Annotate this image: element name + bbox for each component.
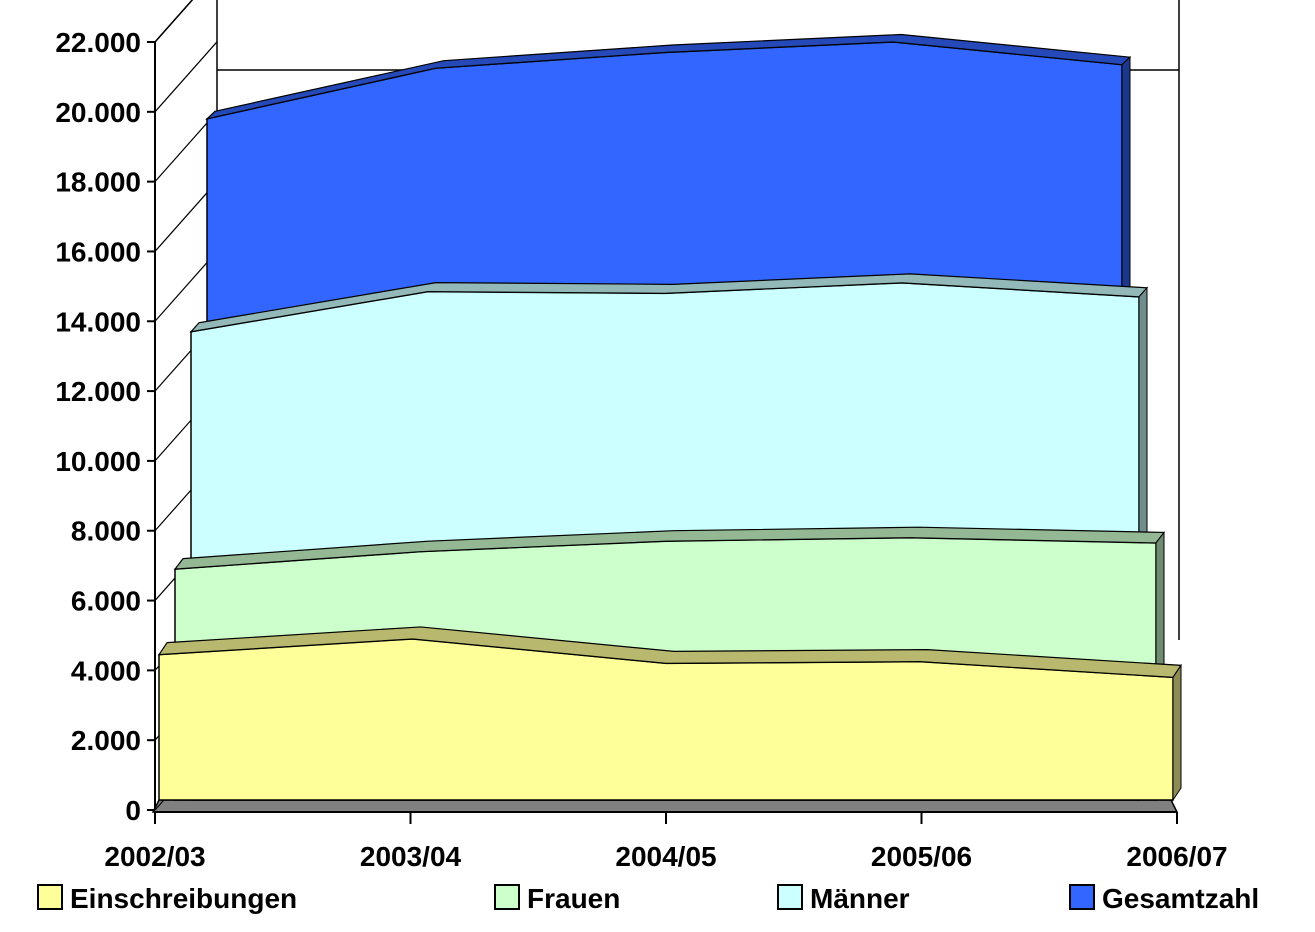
x-tick-label: 2003/04 [360,841,462,872]
legend-swatch-frauen [494,884,520,910]
series-side-einschreibungen [1172,663,1182,802]
y-tick-label: 18.000 [55,167,141,198]
legend-label-frauen: Frauen [527,883,620,914]
y-tick-label: 16.000 [55,236,141,267]
legend-label-gesamtzahl: Gesamtzahl [1102,883,1259,914]
y-tick-label: 10.000 [55,446,141,477]
y-tick-label: 0 [125,795,141,826]
y-tick-label: 22.000 [55,27,141,58]
legend: Einschreibungen Frauen Männer Gesamtzahl [37,883,1259,914]
x-tick-label: 2005/06 [871,841,972,872]
x-tick-label: 2002/03 [104,841,205,872]
y-tick-label: 8.000 [71,516,141,547]
legend-label-einschreibungen: Einschreibungen [70,883,297,914]
depth-gridline [154,0,194,43]
legend-swatch-einschreibungen [37,884,63,910]
depth-gridline [154,41,218,113]
x-tick-label: 2004/05 [615,841,716,872]
y-tick-label: 12.000 [55,376,141,407]
y-tick-label: 14.000 [55,306,141,337]
y-tick-label: 20.000 [55,97,141,128]
y-tick-label: 4.000 [71,655,141,686]
legend-swatch-gesamtzahl [1069,884,1095,910]
y-tick-label: 6.000 [71,586,141,617]
x-tick-label: 2006/07 [1126,841,1227,872]
legend-label-männer: Männer [810,883,910,914]
series-layer [157,33,1183,802]
y-tick-label: 2.000 [71,725,141,756]
axes-layer: 0 2.000 4.000 6.000 8.000 10.000 12.000 14.000 1… [55,27,1227,872]
chart-floor [151,799,1179,813]
legend-swatch-männer [777,884,803,910]
